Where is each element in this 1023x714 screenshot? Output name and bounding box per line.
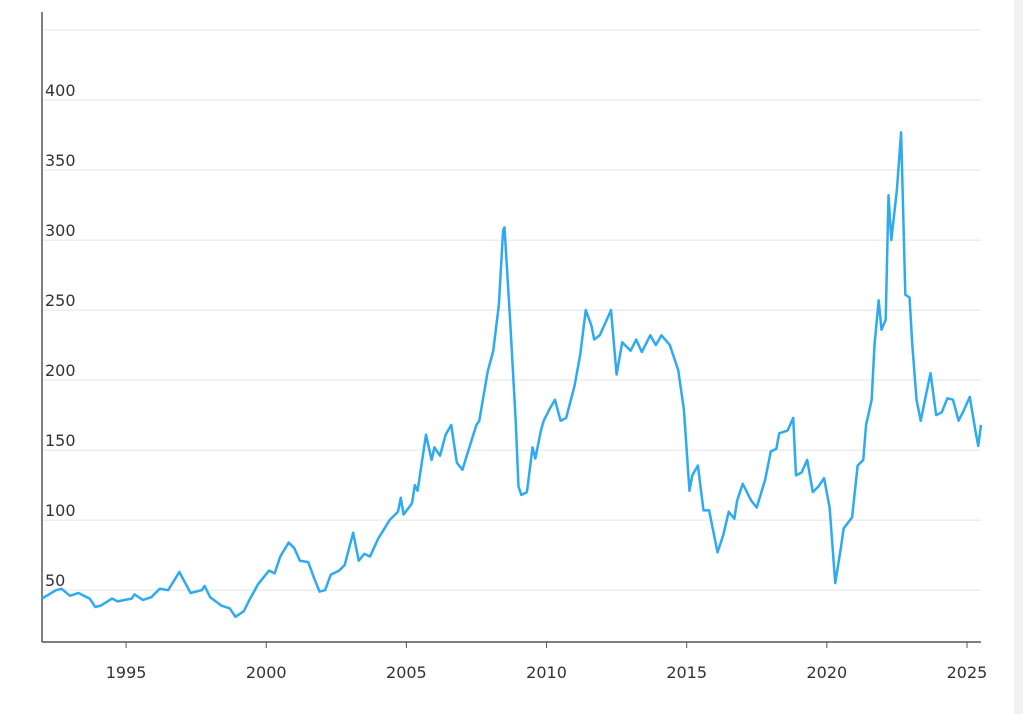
y-tick-label: 100	[45, 501, 76, 520]
y-tick-label: 400	[45, 81, 76, 100]
x-tick-label: 2015	[666, 663, 707, 682]
scrollbar	[1014, 0, 1023, 714]
y-tick-label: 150	[45, 431, 76, 450]
x-tick-label: 2010	[526, 663, 567, 682]
y-tick-label: 50	[45, 571, 65, 590]
y-tick-label: 200	[45, 361, 76, 380]
y-tick-label: 250	[45, 291, 76, 310]
data-line	[41, 130, 983, 619]
x-tick-label: 2005	[386, 663, 427, 682]
y-tick-label: 300	[45, 221, 76, 240]
x-tick-label: 2000	[246, 663, 287, 682]
x-tick-label: 2020	[806, 663, 847, 682]
x-tick-label: 1995	[106, 663, 147, 682]
y-tick-label: 350	[45, 151, 76, 170]
x-tick-label: 2025	[947, 663, 988, 682]
